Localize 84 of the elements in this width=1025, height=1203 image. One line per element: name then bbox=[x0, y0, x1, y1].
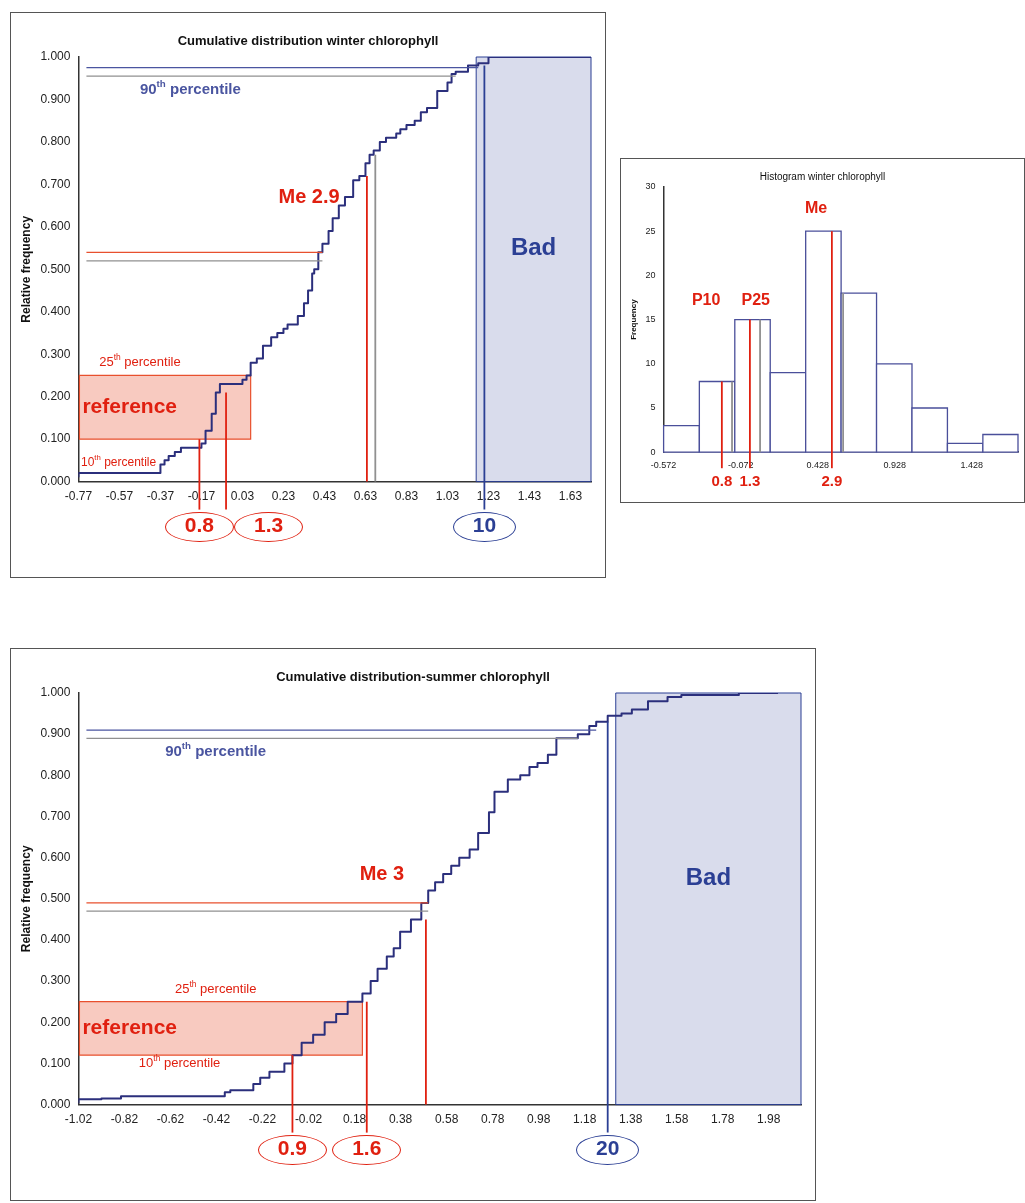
annotation: P25 bbox=[741, 291, 771, 309]
x-tick-label: 1.63 bbox=[558, 489, 583, 504]
x-tick-label: 1.03 bbox=[435, 489, 460, 504]
x-tick-label: -0.02 bbox=[294, 1112, 323, 1127]
x-tick-label: 0.38 bbox=[388, 1112, 413, 1127]
y-tick-label: 25 bbox=[645, 225, 656, 236]
x-tick-label: 0.43 bbox=[312, 489, 337, 504]
y-tick-label: 15 bbox=[645, 314, 656, 325]
y-tick-label: 5 bbox=[650, 402, 656, 413]
annotation: 1.3 bbox=[253, 513, 284, 537]
x-tick-label: 0.928 bbox=[883, 460, 906, 471]
annotation: Me bbox=[804, 198, 828, 216]
y-tick-label: 1.000 bbox=[40, 49, 71, 64]
y-tick-label: 0.100 bbox=[40, 431, 71, 446]
y-tick-label: 0.500 bbox=[40, 261, 71, 276]
x-tick-label: 0.63 bbox=[353, 489, 378, 504]
annotation: 20 bbox=[596, 1136, 620, 1160]
x-tick-label: -0.37 bbox=[146, 489, 175, 504]
y-tick-label: 30 bbox=[645, 181, 656, 192]
y-tick-label: 0.300 bbox=[40, 346, 71, 361]
x-tick-label: 1.43 bbox=[517, 489, 542, 504]
x-tick-label: -0.62 bbox=[156, 1112, 185, 1127]
x-tick-label: -0.22 bbox=[248, 1112, 277, 1127]
x-tick-label: 1.98 bbox=[757, 1112, 781, 1127]
y-tick-label: 20 bbox=[645, 269, 656, 280]
x-tick-label: 0.428 bbox=[806, 460, 829, 471]
band-label: reference bbox=[82, 1015, 177, 1039]
x-tick-label: 0.98 bbox=[526, 1112, 551, 1127]
x-tick-label: 0.58 bbox=[434, 1112, 459, 1127]
y-tick-label: 0.500 bbox=[40, 891, 71, 906]
y-tick-label: 0.900 bbox=[40, 91, 71, 106]
y-tick-label: 0.000 bbox=[40, 473, 71, 488]
chart-title: Cumulative distribution winter chlorophyll bbox=[177, 32, 439, 48]
annotation: 2.9 bbox=[821, 472, 843, 490]
y-axis-title: Frequency bbox=[629, 298, 638, 340]
y-tick-label: 0.800 bbox=[40, 767, 71, 782]
y-tick-label: 0.600 bbox=[40, 219, 71, 234]
x-tick-label: 0.23 bbox=[271, 489, 296, 504]
y-tick-label: 0.400 bbox=[40, 932, 71, 947]
y-tick-label: 0 bbox=[650, 446, 656, 457]
x-tick-label: 0.03 bbox=[230, 489, 255, 504]
chart-title: Histogram winter chlorophyll bbox=[759, 170, 886, 182]
y-tick-label: 0.400 bbox=[40, 304, 71, 319]
x-tick-label: -0.57 bbox=[105, 489, 134, 504]
y-tick-label: 0.200 bbox=[40, 388, 71, 403]
chart-title: Cumulative distribution-summer chlorophyll bbox=[276, 668, 550, 684]
x-tick-label: -0.77 bbox=[64, 489, 93, 504]
y-tick-label: 0.000 bbox=[40, 1096, 71, 1111]
x-tick-label: 1.428 bbox=[960, 460, 984, 471]
y-tick-label: 10 bbox=[645, 358, 656, 369]
y-tick-label: 0.700 bbox=[40, 176, 71, 191]
x-tick-label: 1.38 bbox=[619, 1112, 643, 1127]
x-tick-label: 1.58 bbox=[665, 1112, 689, 1127]
x-tick-label: 1.78 bbox=[711, 1112, 735, 1127]
annotation: Me 2.9 bbox=[278, 184, 340, 207]
y-tick-label: 0.300 bbox=[40, 973, 71, 988]
y-axis-title: Relative frequency bbox=[18, 845, 33, 953]
y-tick-label: 0.800 bbox=[40, 134, 71, 149]
y-tick-label: 0.100 bbox=[40, 1055, 71, 1070]
band-label: Bad bbox=[510, 232, 557, 260]
annotation: 0.8 bbox=[711, 472, 733, 490]
annotation: P10 bbox=[691, 291, 721, 309]
x-tick-label: 0.18 bbox=[342, 1112, 367, 1127]
x-tick-label: -0.572 bbox=[650, 460, 677, 471]
x-tick-label: 1.18 bbox=[573, 1112, 597, 1127]
annotation: 0.9 bbox=[277, 1136, 308, 1160]
x-tick-label: -1.02 bbox=[64, 1112, 93, 1127]
y-tick-label: 0.200 bbox=[40, 1014, 71, 1029]
x-tick-label: 0.83 bbox=[394, 489, 419, 504]
band-label: reference bbox=[82, 394, 177, 418]
x-tick-label: -0.82 bbox=[110, 1112, 139, 1127]
annotation: 1.6 bbox=[352, 1136, 382, 1160]
x-tick-label: -0.42 bbox=[202, 1112, 231, 1127]
annotation: 0.8 bbox=[184, 513, 215, 537]
y-axis-title: Relative frequency bbox=[18, 215, 33, 323]
y-tick-label: 0.900 bbox=[40, 726, 71, 741]
band-label: Bad bbox=[685, 862, 732, 890]
y-tick-label: 1.000 bbox=[40, 685, 71, 700]
annotation: 1.3 bbox=[739, 472, 761, 490]
annotation: 10 bbox=[472, 513, 497, 537]
y-tick-label: 0.600 bbox=[40, 849, 71, 864]
annotation: Me 3 bbox=[359, 861, 405, 884]
y-tick-label: 0.700 bbox=[40, 808, 71, 823]
x-tick-label: 0.78 bbox=[480, 1112, 505, 1127]
